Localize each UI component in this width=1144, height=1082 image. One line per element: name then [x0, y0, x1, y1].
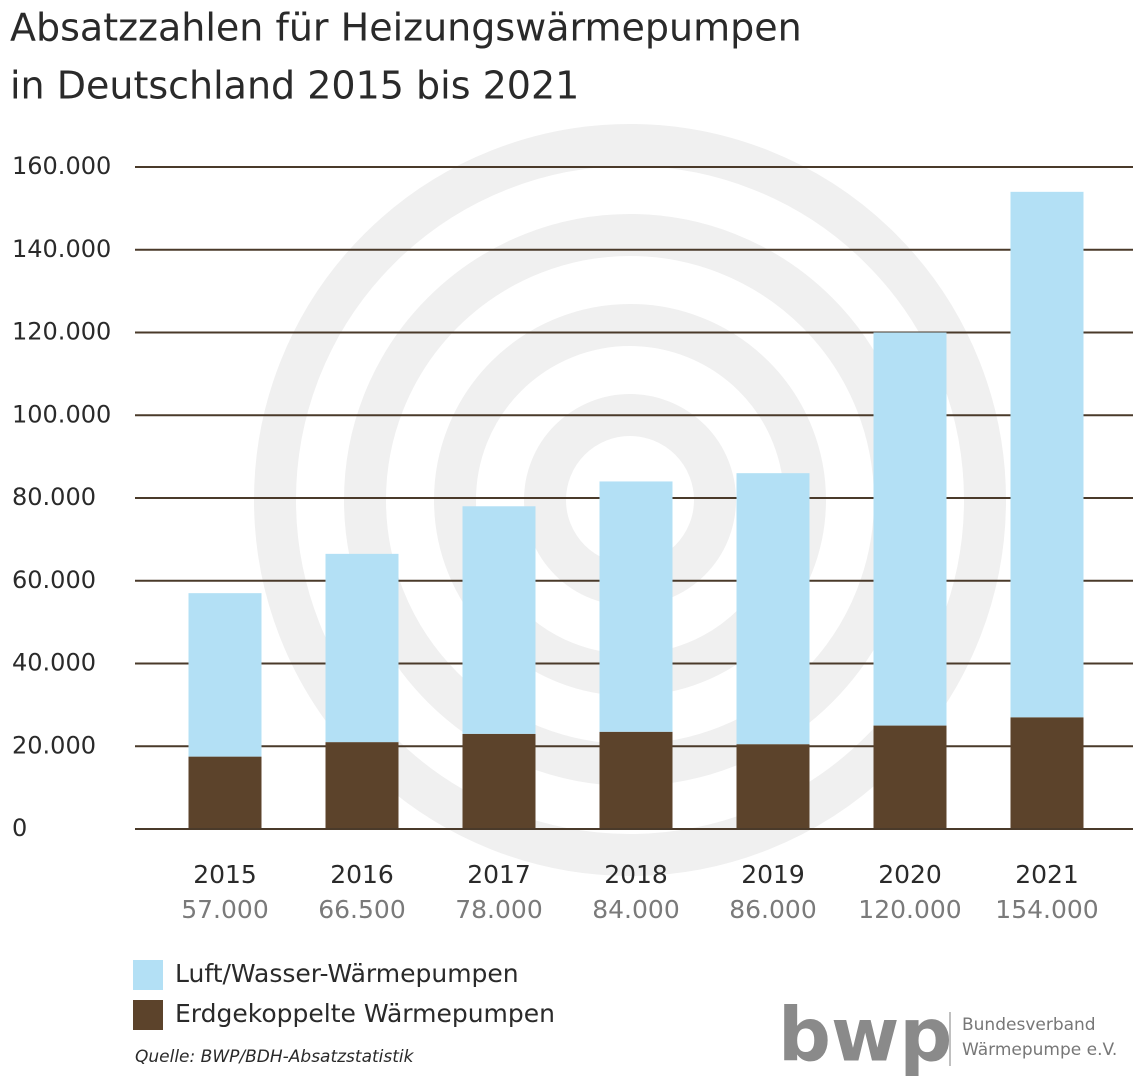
- y-tick-label: 0: [12, 814, 27, 842]
- x-tick-label: 2017: [467, 860, 531, 889]
- y-tick-label: 160.000: [12, 152, 111, 180]
- y-tick-label: 140.000: [12, 235, 111, 263]
- chart-title: Absatzzahlen für Heizungswärmepumpen: [10, 6, 802, 50]
- total-label: 154.000: [995, 895, 1098, 924]
- logo-text: Bundesverband: [962, 1015, 1096, 1035]
- legend-label: Luft/Wasser-Wärmepumpen: [175, 959, 519, 988]
- y-tick-label: 80.000: [12, 483, 96, 511]
- y-tick-label: 60.000: [12, 566, 96, 594]
- x-tick-label: 2015: [193, 860, 257, 889]
- x-tick-label: 2019: [741, 860, 805, 889]
- x-tick-label: 2020: [878, 860, 942, 889]
- legend-swatch: [133, 960, 163, 990]
- bar-segment: [1010, 717, 1084, 829]
- bar-segment: [736, 473, 810, 745]
- y-tick-label: 40.000: [12, 649, 96, 677]
- chart-title: in Deutschland 2015 bis 2021: [10, 64, 579, 108]
- bar-segment: [736, 744, 810, 829]
- total-label: 86.000: [729, 895, 816, 924]
- total-label: 120.000: [858, 895, 961, 924]
- bar-segment: [462, 506, 536, 734]
- x-tick-label: 2018: [604, 860, 668, 889]
- x-tick-label: 2021: [1015, 860, 1079, 889]
- total-label: 66.500: [318, 895, 405, 924]
- legend-swatch: [133, 1000, 163, 1030]
- total-label: 78.000: [455, 895, 542, 924]
- bar-segment: [873, 725, 947, 829]
- bar-segment: [462, 733, 536, 829]
- logo-mark: bwp: [778, 993, 952, 1079]
- y-tick-label: 100.000: [12, 400, 111, 428]
- y-tick-label: 20.000: [12, 731, 96, 759]
- total-label: 84.000: [592, 895, 679, 924]
- bar-segment: [325, 742, 399, 829]
- bar-segment: [1010, 191, 1084, 718]
- bar-segment: [599, 481, 673, 732]
- x-tick-label: 2016: [330, 860, 394, 889]
- bar-segment: [188, 593, 262, 757]
- bar-segment: [325, 553, 399, 743]
- plot: 0 20.000 40.000 60.000 80.000 100.000 120.000 1…: [12, 152, 1133, 1030]
- bar-segment: [873, 332, 947, 726]
- total-label: 57.000: [181, 895, 268, 924]
- bar-segment: [599, 731, 673, 829]
- y-tick-label: 120.000: [12, 318, 111, 346]
- source: Quelle: BWP/BDH-Absatzstatistik: [135, 1047, 415, 1067]
- legend-label: Erdgekoppelte Wärmepumpen: [175, 999, 555, 1028]
- logo-text: Wärmepumpe e.V.: [962, 1040, 1117, 1060]
- bar-segment: [188, 756, 262, 829]
